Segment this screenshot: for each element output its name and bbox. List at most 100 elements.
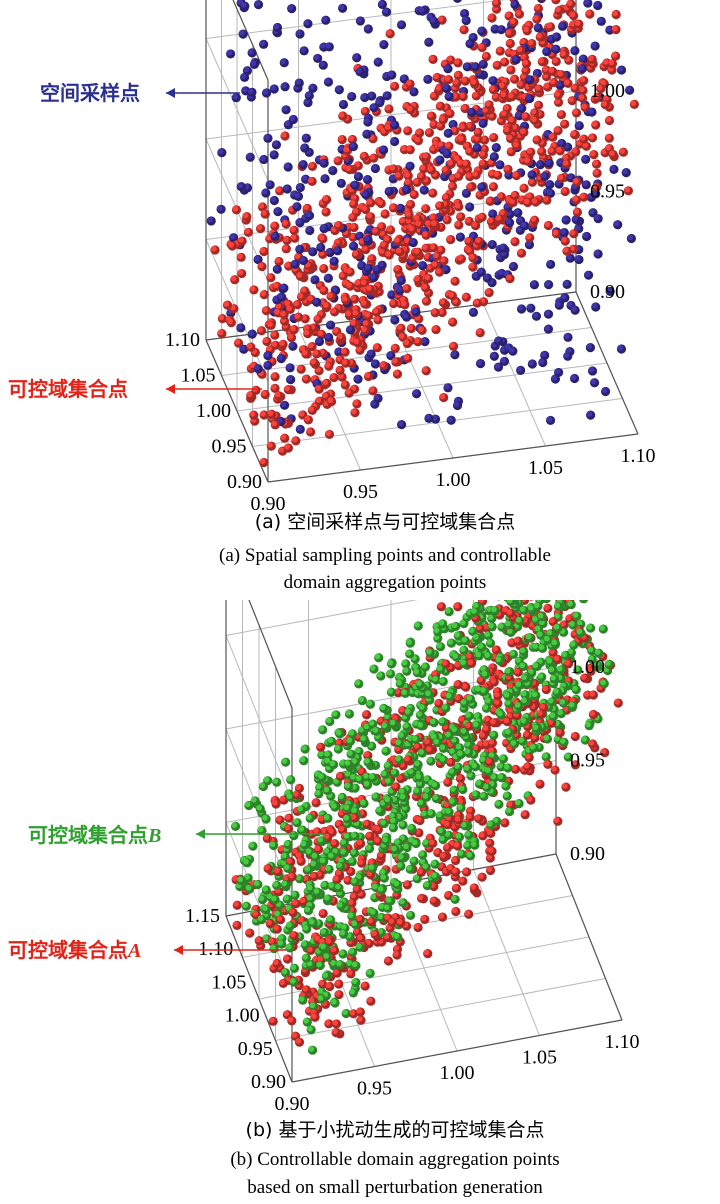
data-point-highlight	[362, 320, 369, 326]
data-point-highlight	[576, 620, 583, 626]
data-point-highlight	[289, 908, 295, 915]
data-point-highlight	[333, 246, 340, 253]
data-point-highlight	[487, 614, 494, 621]
data-point-highlight	[560, 120, 567, 126]
data-point-highlight	[503, 165, 510, 172]
data-point-highlight	[334, 156, 340, 163]
data-point-highlight	[286, 793, 293, 799]
data-point-highlight	[569, 20, 576, 27]
data-point-highlight	[369, 664, 376, 671]
y-tick-label: 0.95	[212, 436, 247, 458]
data-point-highlight	[424, 38, 431, 44]
data-point-highlight	[379, 704, 386, 711]
data-point-highlight	[465, 39, 472, 46]
data-point-highlight	[305, 226, 312, 233]
data-point-highlight	[350, 773, 356, 780]
data-point-highlight	[483, 716, 490, 722]
data-point-highlight	[543, 82, 550, 89]
data-point-highlight	[283, 954, 290, 961]
data-point-highlight	[407, 324, 414, 331]
data-point-highlight	[476, 328, 482, 335]
data-point-highlight	[418, 261, 425, 268]
y-tick-label: 0.90	[227, 471, 262, 493]
data-point-highlight	[440, 690, 447, 697]
data-point-highlight	[474, 685, 481, 692]
z-tick-label: 0.90	[590, 281, 625, 303]
data-point-highlight	[495, 215, 502, 221]
data-point-highlight	[402, 102, 409, 109]
data-point-highlight	[349, 142, 356, 149]
data-point-highlight	[477, 26, 484, 33]
data-point-highlight	[505, 11, 511, 18]
data-point-highlight	[453, 155, 460, 161]
data-point-highlight	[451, 277, 457, 283]
data-point-highlight	[492, 0, 499, 5]
data-point-highlight	[280, 131, 287, 138]
data-point-highlight	[384, 123, 391, 130]
data-point-highlight	[337, 179, 343, 186]
data-point-highlight	[317, 750, 324, 757]
data-point-highlight	[290, 234, 297, 240]
data-point-highlight	[417, 172, 424, 178]
data-point-highlight	[499, 209, 505, 216]
data-point-highlight	[456, 159, 463, 166]
data-point-highlight	[459, 92, 465, 99]
caption-zh: (a) 空间采样点与可控域集合点	[255, 511, 516, 533]
data-point-highlight	[320, 159, 326, 165]
data-point-highlight	[601, 387, 608, 394]
data-point-highlight	[574, 20, 581, 26]
data-point-highlight	[348, 213, 355, 220]
data-point-highlight	[373, 343, 379, 350]
data-point-highlight	[578, 86, 585, 93]
data-point-highlight	[562, 247, 569, 253]
data-point-highlight	[280, 434, 287, 440]
data-point-highlight	[363, 820, 369, 826]
data-point-highlight	[357, 859, 364, 865]
data-point-highlight	[582, 180, 588, 187]
data-point-highlight	[498, 82, 505, 88]
data-point-highlight	[322, 207, 328, 214]
data-point-highlight	[428, 189, 435, 195]
data-point-highlight	[262, 905, 268, 912]
data-point-highlight	[543, 130, 550, 137]
data-point-highlight	[572, 612, 579, 618]
data-point-highlight	[413, 178, 419, 185]
data-point-highlight	[588, 208, 595, 215]
data-point-highlight	[281, 968, 288, 975]
data-point-highlight	[325, 42, 331, 49]
data-point-highlight	[232, 205, 239, 212]
data-point-highlight	[351, 807, 357, 813]
data-point-highlight	[371, 227, 378, 234]
data-point-highlight	[585, 10, 592, 16]
data-point-highlight	[540, 351, 547, 357]
data-point-highlight	[469, 232, 476, 238]
data-point-highlight	[406, 200, 413, 207]
data-point-highlight	[488, 76, 495, 83]
data-point-highlight	[424, 274, 431, 281]
data-point-highlight	[223, 301, 230, 307]
data-point-highlight	[327, 292, 333, 299]
data-point-highlight	[545, 180, 552, 187]
data-point-highlight	[363, 723, 370, 730]
data-point-highlight	[479, 150, 486, 157]
data-point-highlight	[256, 224, 263, 231]
data-point-highlight	[534, 4, 541, 11]
data-point-highlight	[263, 776, 270, 783]
data-point-highlight	[532, 15, 539, 21]
data-point-highlight	[291, 260, 297, 266]
data-point-highlight	[369, 154, 376, 160]
data-point-highlight	[508, 347, 515, 353]
data-point-highlight	[233, 901, 239, 907]
caption-en-2: domain aggregation points	[284, 572, 487, 593]
data-point-highlight	[516, 216, 523, 223]
data-point-highlight	[593, 93, 600, 100]
data-point-highlight	[338, 4, 345, 10]
data-point-highlight	[354, 679, 361, 686]
data-point-highlight	[557, 70, 563, 77]
data-point-highlight	[488, 240, 494, 247]
data-point-highlight	[274, 308, 280, 315]
data-point-highlight	[527, 605, 534, 611]
data-point-highlight	[588, 55, 594, 62]
data-point-highlight	[254, 0, 261, 7]
data-point-highlight	[430, 733, 437, 740]
